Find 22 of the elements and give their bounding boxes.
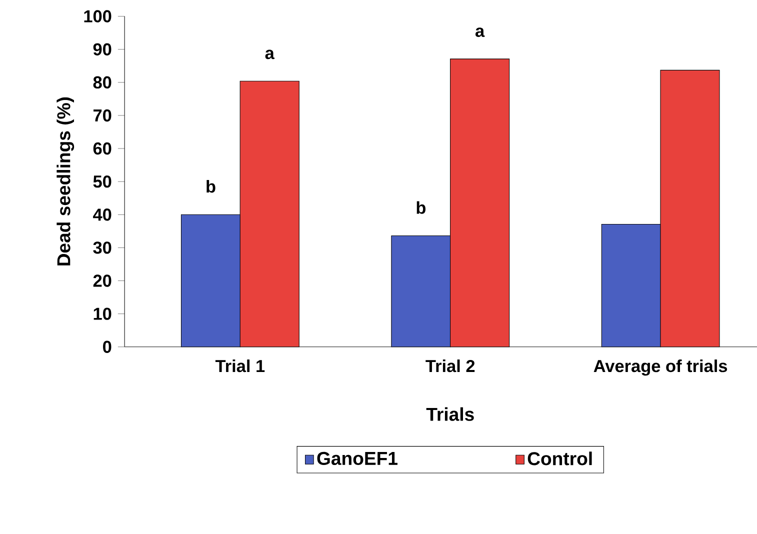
y-tick-label: 10 <box>94 308 112 320</box>
y-tick-label: 50 <box>93 176 112 188</box>
y-tick-label: 60 <box>93 142 112 155</box>
y-tick-label: 0 <box>103 340 112 354</box>
y-tick-label: 90 <box>93 43 112 56</box>
y-tick-label: 40 <box>93 208 112 221</box>
legend-label: GanoEF1 <box>317 452 398 466</box>
x-axis-title: Trials <box>426 407 474 422</box>
data-label: b <box>416 201 426 214</box>
y-tick-label: 100 <box>84 10 112 23</box>
x-tick-label: Average of trials <box>594 360 728 376</box>
y-tick-label: 20 <box>93 274 112 287</box>
y-tick-label: 30 <box>93 242 112 254</box>
y-axis-title: Dead seedlings (%) <box>56 98 74 266</box>
x-tick-label: Trial 1 <box>215 360 265 372</box>
data-label: b <box>206 180 216 193</box>
data-label: a <box>265 50 274 60</box>
legend-label: Control <box>528 452 592 466</box>
data-label: a <box>476 28 485 38</box>
x-tick-label: Trial 2 <box>426 360 475 372</box>
y-tick-label: 80 <box>93 76 112 89</box>
y-tick-label: 70 <box>94 109 112 122</box>
